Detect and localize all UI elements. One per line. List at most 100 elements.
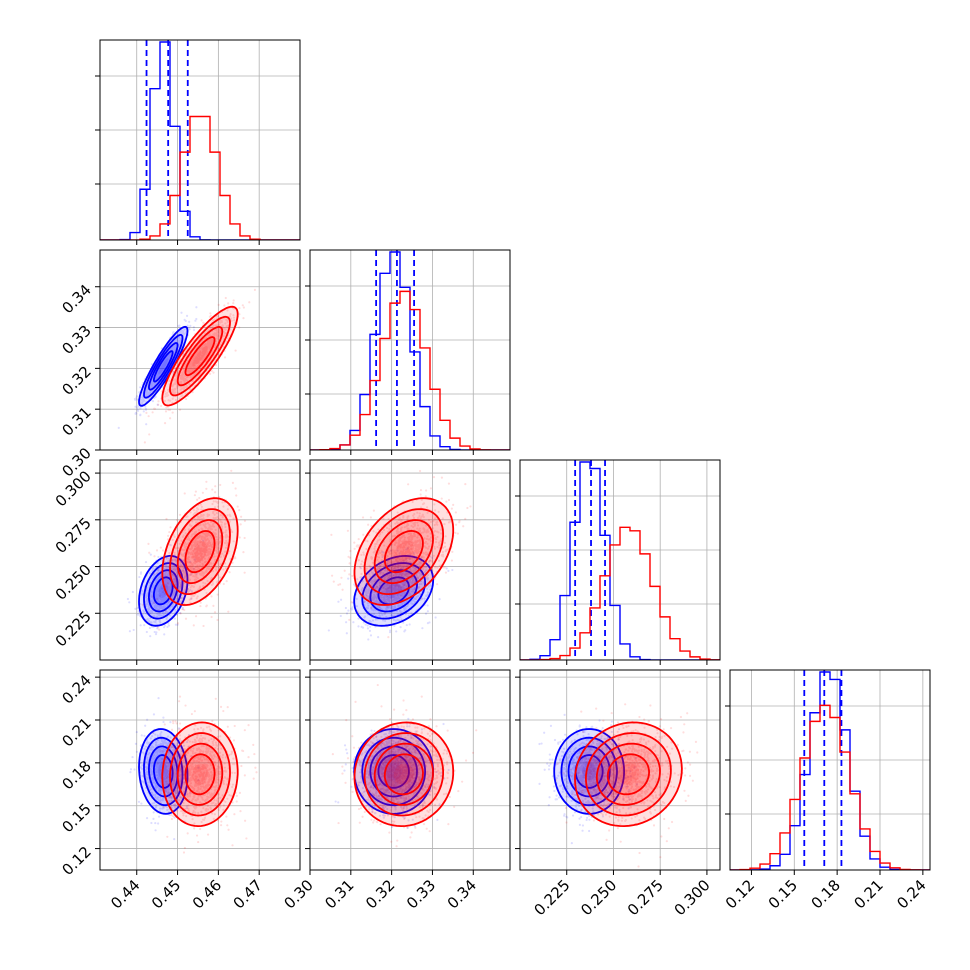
sample-point: [158, 601, 161, 604]
sample-point: [201, 572, 204, 575]
sample-point: [184, 363, 187, 366]
sample-point: [202, 321, 205, 324]
sample-point: [159, 366, 162, 369]
sample-point: [168, 608, 171, 611]
sample-point: [166, 356, 169, 359]
sample-point: [153, 555, 156, 558]
sample-point: [145, 423, 148, 426]
sample-point: [182, 376, 185, 379]
sample-point: [166, 583, 169, 586]
sample-point: [164, 611, 167, 614]
panel-2-1: [310, 460, 510, 660]
sample-point: [226, 320, 229, 323]
sample-point: [128, 601, 131, 604]
sample-point: [196, 354, 199, 357]
sample-point: [161, 363, 164, 367]
sample-point: [215, 544, 218, 547]
sample-point: [194, 357, 197, 360]
contour-level-4: [158, 358, 169, 375]
sample-point: [210, 595, 213, 598]
sample-point: [203, 551, 206, 554]
sample-point: [218, 334, 221, 337]
sample-point: [197, 535, 200, 539]
sample-point: [159, 606, 162, 610]
sample-point: [160, 606, 164, 609]
sample-point: [156, 375, 159, 378]
sample-point: [160, 404, 163, 408]
sample-point: [155, 580, 158, 583]
sample-point: [164, 362, 168, 365]
sample-point: [188, 523, 191, 526]
sample-point: [196, 507, 199, 510]
sample-point: [173, 589, 177, 592]
sample-point: [223, 332, 226, 335]
sample-point: [193, 367, 197, 370]
sample-point: [193, 578, 196, 581]
sample-point: [454, 531, 457, 534]
sample-point: [195, 356, 199, 359]
sample-point: [204, 522, 207, 526]
sample-point: [253, 288, 257, 292]
sample-point: [162, 363, 165, 366]
sample-point: [211, 582, 215, 585]
sample-point: [157, 555, 160, 559]
sample-point: [205, 535, 208, 538]
sample-point: [182, 559, 186, 563]
sample-point: [153, 604, 156, 607]
sample-point: [211, 523, 214, 526]
sample-point: [147, 392, 150, 396]
sample-point: [230, 469, 233, 472]
sample-point: [196, 515, 199, 518]
sample-point: [217, 547, 220, 550]
sample-point: [204, 347, 207, 350]
sample-point: [169, 399, 172, 402]
sample-point: [180, 375, 183, 378]
sample-point: [157, 587, 161, 590]
contour-level-2: [176, 325, 224, 387]
sample-point: [167, 622, 170, 625]
sample-point: [198, 572, 202, 575]
sample-point: [185, 397, 188, 401]
sample-point: [204, 539, 207, 542]
sample-point: [202, 357, 205, 360]
sample-point: [165, 565, 168, 568]
sample-point: [208, 345, 211, 348]
sample-point: [195, 551, 198, 554]
sample-point: [158, 368, 161, 371]
sample-point: [188, 365, 192, 368]
sample-point: [152, 585, 155, 588]
sample-point: [156, 593, 159, 596]
sample-point: [188, 551, 191, 554]
sample-point: [169, 588, 172, 591]
sample-point: [217, 517, 221, 521]
sample-point: [207, 532, 210, 535]
sample-point: [154, 395, 157, 398]
sample-point: [139, 406, 142, 409]
sample-point: [162, 361, 166, 365]
sample-point: [159, 575, 162, 578]
sample-point: [418, 469, 422, 473]
sample-point: [213, 332, 216, 335]
sample-point: [152, 601, 155, 604]
sample-point: [218, 540, 222, 543]
sample-point: [232, 316, 235, 319]
sample-point: [161, 368, 164, 371]
sample-point: [163, 598, 167, 601]
sample-point: [176, 574, 179, 577]
sample-point: [200, 537, 203, 540]
sample-point: [211, 525, 215, 528]
sample-point: [184, 545, 188, 548]
sample-point: [145, 603, 148, 606]
sample-point: [160, 593, 163, 596]
sample-point: [162, 365, 166, 369]
sample-point: [201, 562, 204, 565]
sample-point: [203, 524, 206, 527]
sample-point: [165, 585, 169, 588]
sample-point: [170, 390, 174, 393]
sample-point: [139, 414, 142, 417]
sample-point: [181, 569, 185, 572]
sample-point: [163, 633, 166, 636]
sample-point: [399, 626, 402, 629]
sample-point: [200, 554, 203, 557]
sample-point: [202, 550, 206, 553]
